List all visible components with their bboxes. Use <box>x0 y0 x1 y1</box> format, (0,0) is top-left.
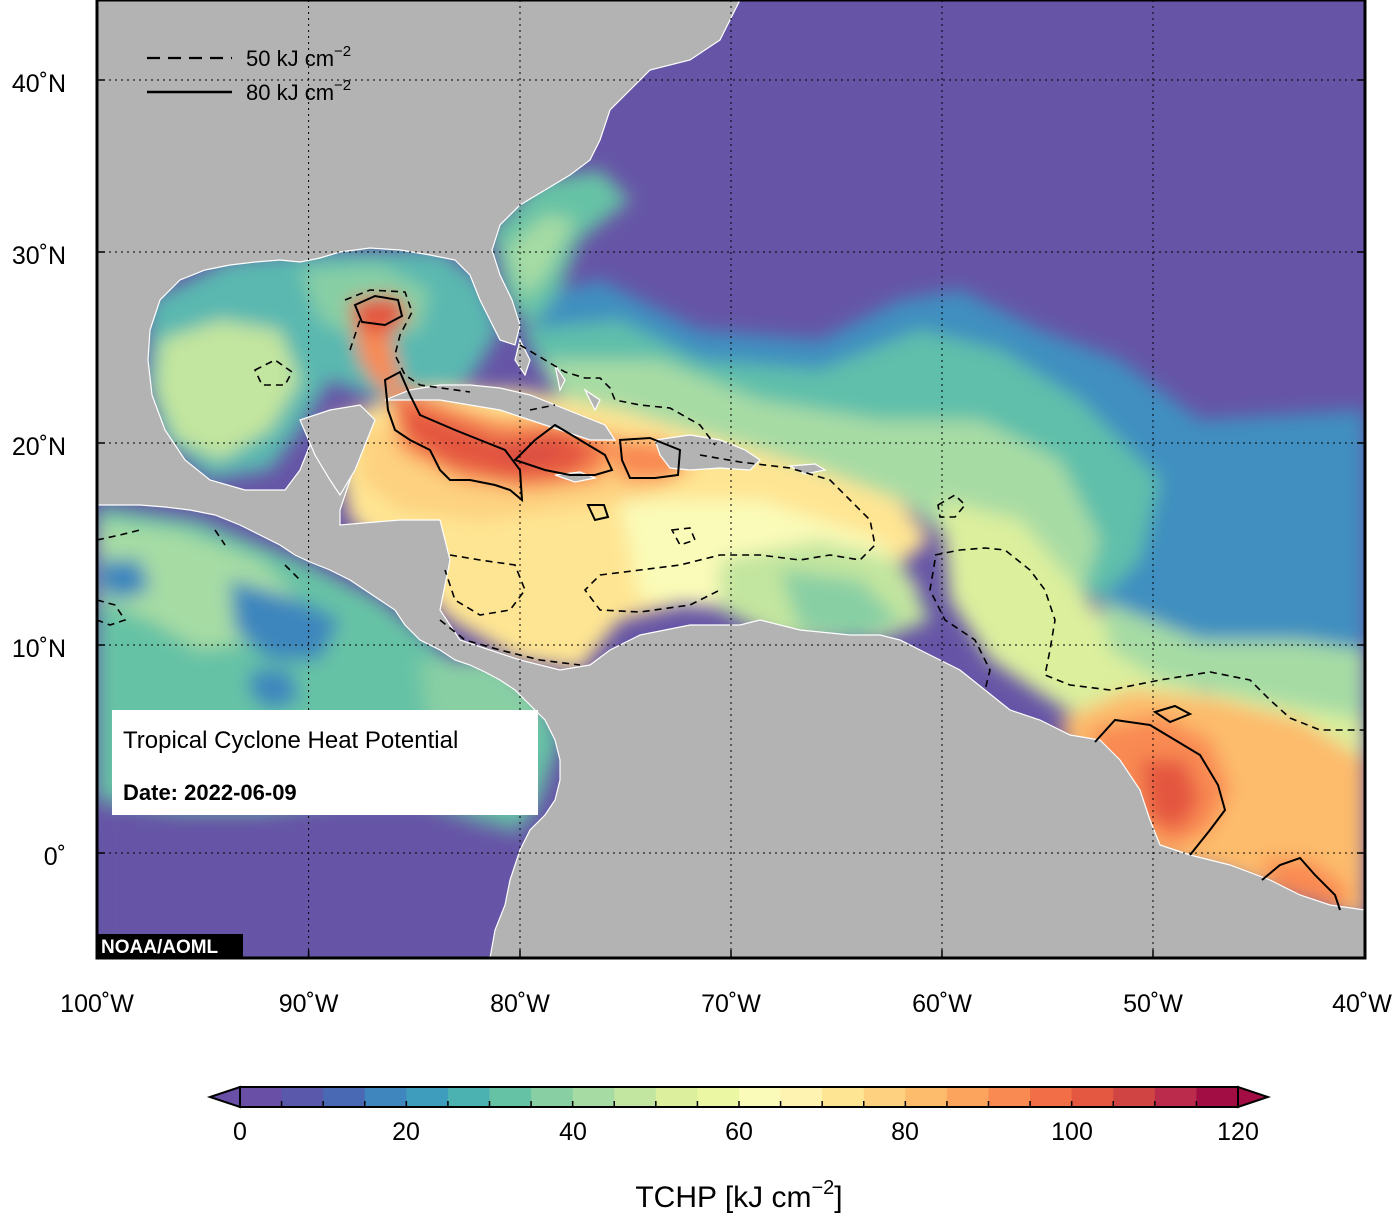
colorbar-swatch <box>780 1087 823 1107</box>
cb-tick-label-20: 20 <box>392 1118 420 1146</box>
colorbar-swatch <box>489 1087 532 1107</box>
colorbar-swatches <box>240 1087 1239 1107</box>
colorbar-swatch <box>946 1087 990 1107</box>
lon-label-40w: 40˚W <box>1332 990 1392 1018</box>
legend-dashed-label: 50 kJ cm−2 <box>246 43 351 71</box>
colorbar-swatch <box>1030 1087 1073 1107</box>
colorbar-swatch <box>364 1087 407 1107</box>
colorbar-swatch <box>822 1087 865 1107</box>
colorbar-swatch <box>697 1087 740 1107</box>
cb-tick-label-0: 0 <box>233 1118 247 1146</box>
cb-tick-label-60: 60 <box>725 1118 753 1146</box>
colorbar-arrow-left <box>206 1085 241 1109</box>
tchp-field <box>97 170 1365 958</box>
title-box: Tropical Cyclone Heat Potential Date: 20… <box>112 710 538 815</box>
lat-label-20: 20˚N <box>12 433 66 461</box>
lon-label-50w: 50˚W <box>1123 990 1183 1018</box>
latitude-labels: 40˚N 30˚N 20˚N 10˚N 0˚ <box>12 70 66 871</box>
contours-50 <box>97 289 1365 731</box>
colorbar-swatch <box>905 1087 948 1107</box>
colorbar-arrow-right <box>1237 1085 1272 1109</box>
contour-legend: 50 kJ cm−2 80 kJ cm−2 <box>147 43 351 105</box>
colorbar: 0 20 40 60 80 100 120 TCHP [kJ cm−2] <box>206 1085 1272 1214</box>
lon-label-100w: 100˚W <box>60 990 134 1018</box>
colorbar-tick-labels: 0 20 40 60 80 100 120 <box>233 1118 1259 1146</box>
lon-label-60w: 60˚W <box>912 990 972 1018</box>
lon-label-70w: 70˚W <box>701 990 761 1018</box>
colorbar-swatch <box>1196 1087 1239 1107</box>
colorbar-swatch <box>572 1087 615 1107</box>
colorbar-swatch <box>614 1087 657 1107</box>
colorbar-swatch <box>1154 1087 1198 1107</box>
colorbar-swatch <box>531 1087 574 1107</box>
colorbar-swatch <box>1113 1087 1156 1107</box>
bahamas <box>514 338 601 412</box>
cb-tick-label-40: 40 <box>559 1118 587 1146</box>
date-label: Date: 2022-06-09 <box>123 780 297 805</box>
colorbar-swatch <box>406 1087 449 1107</box>
colorbar-title: TCHP [kJ cm−2] <box>635 1177 842 1214</box>
map-panel <box>97 0 1365 958</box>
credit-label: NOAA/AOML <box>101 937 219 958</box>
colorbar-swatch <box>863 1087 906 1107</box>
cb-tick-label-80: 80 <box>891 1118 919 1146</box>
cb-tick-label-120: 120 <box>1217 1118 1259 1146</box>
lat-label-30: 30˚N <box>12 242 66 270</box>
colorbar-swatch <box>240 1087 283 1107</box>
credit-badge: NOAA/AOML <box>97 934 243 958</box>
legend-solid-label: 80 kJ cm−2 <box>246 77 351 105</box>
colorbar-swatch <box>447 1087 491 1107</box>
lon-label-80w: 80˚W <box>490 990 550 1018</box>
colorbar-swatch <box>281 1087 324 1107</box>
colorbar-swatch <box>988 1087 1031 1107</box>
colorbar-swatch <box>739 1087 782 1107</box>
colorbar-swatch <box>655 1087 699 1107</box>
colorbar-ticks <box>280 1101 1198 1107</box>
lat-label-40: 40˚N <box>12 70 66 98</box>
north-america <box>97 0 1365 958</box>
land <box>97 0 1365 958</box>
contours-80 <box>353 294 1341 911</box>
cb-tick-label-100: 100 <box>1051 1118 1093 1146</box>
map-title: Tropical Cyclone Heat Potential <box>123 727 458 754</box>
lon-label-90w: 90˚W <box>279 990 339 1018</box>
lat-label-10: 10˚N <box>12 635 66 663</box>
lat-label-0: 0˚ <box>44 843 66 871</box>
map-frame <box>95 0 1367 960</box>
longitude-labels: 100˚W 90˚W 80˚W 70˚W 60˚W 50˚W 40˚W <box>60 990 1392 1018</box>
yucatan <box>299 404 376 497</box>
colorbar-swatch <box>1071 1087 1114 1107</box>
colorbar-swatch <box>323 1087 366 1107</box>
